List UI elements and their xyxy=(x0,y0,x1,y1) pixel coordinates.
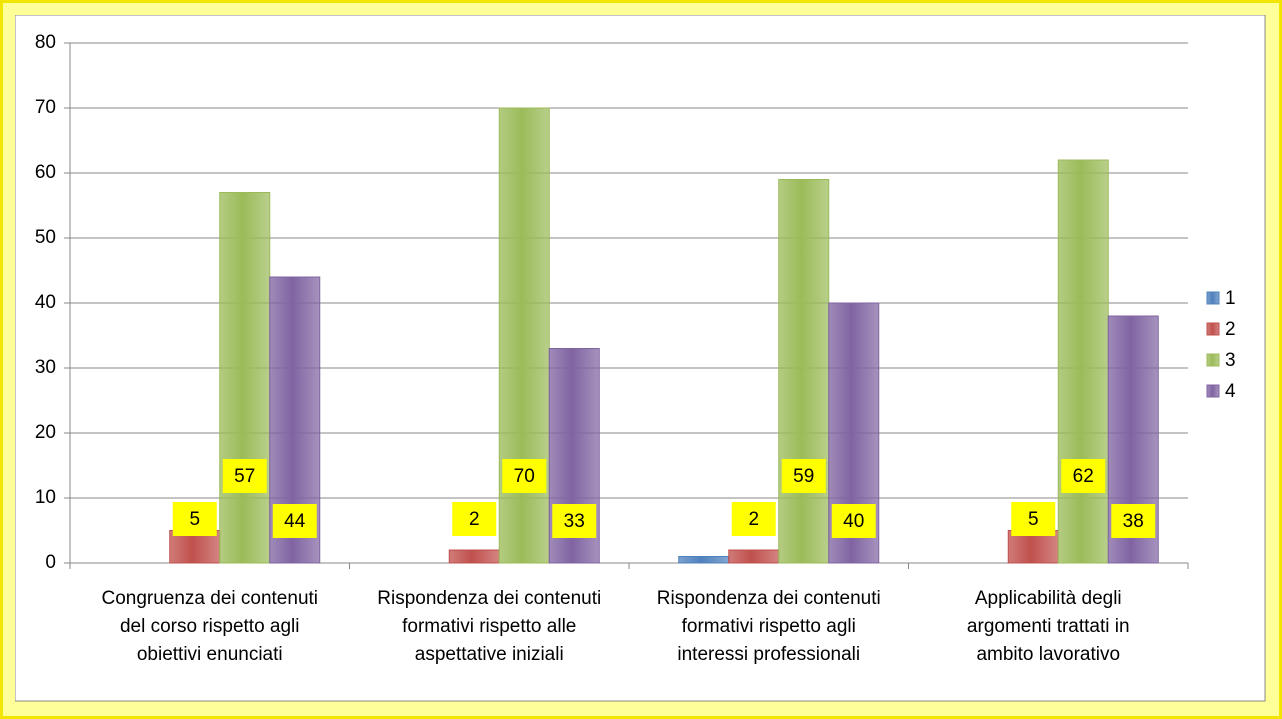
data-label: 59 xyxy=(793,466,814,487)
data-label-box xyxy=(1111,504,1156,538)
data-label: 5 xyxy=(189,509,200,530)
data-label-box xyxy=(1061,459,1106,493)
x-tick-label: Applicabilità degli argomenti trattati in… xyxy=(967,588,1130,665)
legend-swatch xyxy=(1206,322,1220,336)
data-label: 40 xyxy=(843,511,864,532)
y-tick-label: 20 xyxy=(35,422,56,443)
y-tick-label: 0 xyxy=(45,552,56,573)
data-label: 2 xyxy=(469,509,480,530)
data-label-box xyxy=(222,459,267,493)
y-tick-label: 30 xyxy=(35,357,56,378)
legend-swatch xyxy=(1206,353,1220,367)
data-label: 62 xyxy=(1073,466,1094,487)
data-label-box xyxy=(552,504,597,538)
y-tick-label: 80 xyxy=(35,32,56,53)
y-tick-label: 60 xyxy=(35,162,56,183)
bar xyxy=(678,556,730,564)
legend-label: 4 xyxy=(1225,381,1236,402)
y-tick-label: 50 xyxy=(35,227,56,248)
data-label-box xyxy=(781,459,826,493)
data-label: 44 xyxy=(284,511,306,532)
bar xyxy=(778,179,830,564)
data-label: 38 xyxy=(1123,511,1144,532)
legend-label: 3 xyxy=(1225,350,1236,371)
legend-label: 2 xyxy=(1225,319,1236,340)
data-label: 70 xyxy=(514,466,535,487)
bar xyxy=(448,549,500,564)
legend-swatch xyxy=(1206,384,1220,398)
y-tick-label: 40 xyxy=(35,292,56,313)
legend-label: 1 xyxy=(1225,288,1236,309)
data-label-box xyxy=(502,459,547,493)
data-label: 57 xyxy=(234,466,255,487)
data-label-box xyxy=(831,504,876,538)
data-label: 2 xyxy=(748,509,759,530)
bar xyxy=(219,192,271,564)
data-label-box xyxy=(1011,502,1056,536)
data-label-box xyxy=(272,504,317,538)
data-label: 33 xyxy=(564,511,585,532)
y-tick-label: 10 xyxy=(35,487,56,508)
chart: 0 10 20 30 40 50 60 70 80 5 57 44 Congruenza dei con… xyxy=(15,15,1266,702)
x-tick-label: Rispondenza dei contenuti formativi rispe… xyxy=(377,588,601,665)
x-tick-label: Congruenza dei contenuti del corso rispet… xyxy=(101,588,318,665)
data-label-box xyxy=(172,502,217,536)
data-label: 5 xyxy=(1028,509,1039,530)
bar xyxy=(498,107,550,564)
x-tick-label: Rispondenza dei contenuti formativi rispe… xyxy=(657,588,881,665)
data-label-box xyxy=(452,502,497,536)
data-label-box xyxy=(731,502,776,536)
bar xyxy=(728,549,780,564)
y-tick-label: 70 xyxy=(35,97,56,118)
bar xyxy=(1057,159,1109,564)
legend-swatch xyxy=(1206,291,1220,305)
